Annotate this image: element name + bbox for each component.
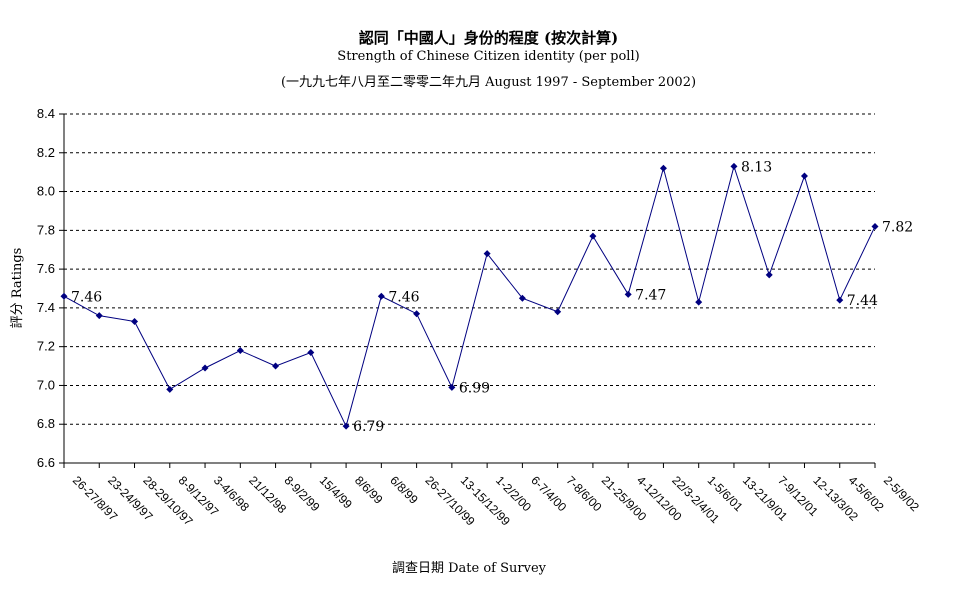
y-tick-label: 7.2 [37,339,55,354]
data-point [518,294,526,302]
data-label: 7.44 [847,293,878,309]
x-tick-label: 21/12/98 [246,473,289,516]
y-axis-title: 評分 Ratings [10,248,25,329]
data-point [307,348,315,356]
data-label: 6.79 [353,419,384,435]
data-point [554,308,562,316]
data-point [60,292,68,300]
data-label: 7.82 [882,219,913,235]
x-tick-label: 7-8/6/00 [564,473,605,514]
data-labels: 7.46 6.79 7.46 6.99 7.47 8.13 7.44 7.82 [71,159,913,435]
data-label: 8.13 [741,159,772,175]
data-point [659,164,667,172]
gridlines [59,113,876,468]
data-point [166,385,174,393]
data-point [342,422,350,430]
x-axis-title: 調查日期 Date of Survey [392,561,547,576]
y-tick-label: 7.8 [37,222,55,237]
y-tick-label: 6.8 [37,416,55,431]
data-point [483,250,491,258]
axes [63,114,875,464]
y-tick-label: 7.4 [37,300,55,315]
data-points [60,162,879,430]
data-point [131,317,139,325]
y-tick-label: 6.6 [37,455,55,470]
data-label: 6.99 [459,380,490,396]
x-tick-labels: 26-27/8/9723-24/9/9728-29/10/978-9/12/97… [70,473,922,528]
data-point [377,292,385,300]
data-point [624,290,632,298]
data-point [730,162,738,170]
data-point [871,222,879,230]
data-point [836,296,844,304]
y-tick-label: 7.0 [37,377,55,392]
x-tick-label: 15/4/99 [317,473,355,511]
data-label: 7.46 [388,289,419,305]
data-point [589,232,597,240]
data-point [448,383,456,391]
data-point [272,362,280,370]
data-label: 7.46 [71,289,102,305]
data-point [413,310,421,318]
data-label: 7.47 [635,287,666,303]
data-point [95,312,103,320]
chart-title: 認同「中國人」身份的程度 (按次計算) [358,29,619,47]
data-point [765,271,773,279]
data-point [800,172,808,180]
y-tick-labels: 6.6 6.8 7.0 7.2 7.4 7.6 7.8 8.0 8.2 8.4 [37,106,55,470]
x-tick-label: 8/6/99 [352,473,386,507]
y-tick-label: 7.6 [37,261,55,276]
chart-date-range: (一九九七年八月至二零零二年九月 August 1997 - September… [280,75,697,90]
x-tick-label: 2-5/9/02 [881,473,922,514]
x-tick-label: 6/8/99 [387,473,421,507]
chart-subtitle: Strength of Chinese Citizen identity (pe… [337,49,640,64]
data-point [236,347,244,355]
data-point [695,298,703,306]
x-tick-label: 6-7/4/00 [528,473,569,514]
y-tick-label: 8.4 [37,106,55,121]
y-tick-label: 8.0 [37,184,55,199]
series-line [63,164,876,428]
data-point [201,364,209,372]
x-tick-label: 8-9/2/99 [281,473,322,514]
y-tick-label: 8.2 [37,145,55,160]
